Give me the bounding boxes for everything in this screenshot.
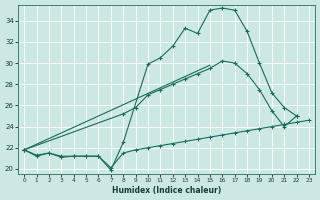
X-axis label: Humidex (Indice chaleur): Humidex (Indice chaleur) (112, 186, 221, 195)
